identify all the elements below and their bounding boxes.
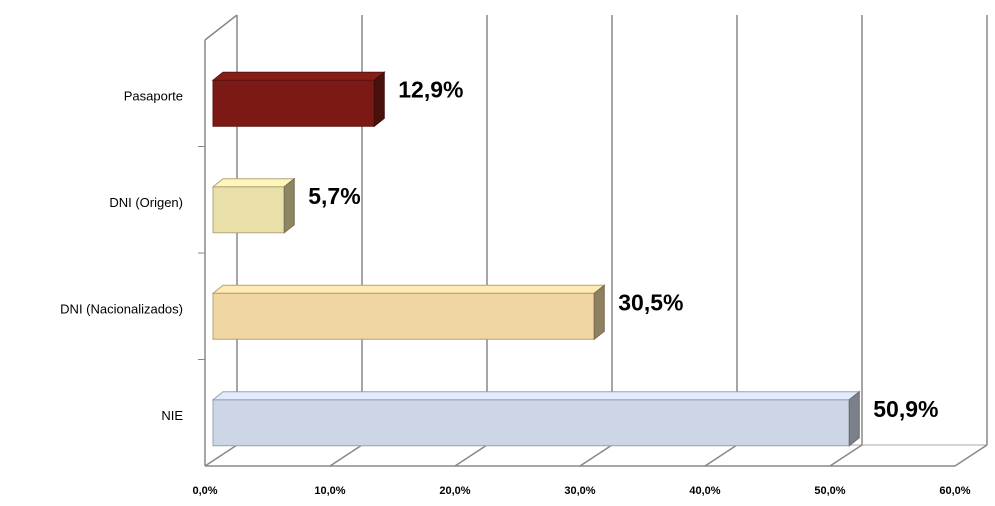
grid-line-floor xyxy=(204,444,238,467)
grid-line-floor xyxy=(579,444,613,467)
bar xyxy=(212,79,375,127)
left-wall-top xyxy=(204,14,238,41)
x-tick-label: 10,0% xyxy=(314,485,345,497)
bar-side xyxy=(593,284,605,341)
bar-side xyxy=(373,71,385,128)
value-label: 12,9% xyxy=(398,76,463,102)
bar-top xyxy=(211,178,296,188)
bar xyxy=(212,399,850,447)
value-label: 50,9% xyxy=(873,396,938,422)
bar-top xyxy=(211,71,386,81)
bar-top xyxy=(211,391,861,401)
x-tick-label: 60,0% xyxy=(939,485,970,497)
x-tick-label: 0,0% xyxy=(192,485,217,497)
x-tick-label: 20,0% xyxy=(439,485,470,497)
grid-line-floor xyxy=(954,444,988,467)
x-tick-label: 40,0% xyxy=(689,485,720,497)
value-label: 30,5% xyxy=(618,289,683,315)
grid-line-floor xyxy=(329,444,363,467)
y-tick-label: Pasaporte xyxy=(124,89,183,104)
y-tick-label: DNI (Origen) xyxy=(109,195,183,210)
bar xyxy=(212,292,595,340)
grid-line-floor xyxy=(829,444,863,467)
value-label: 5,7% xyxy=(308,183,360,209)
bar-top xyxy=(211,284,606,294)
y-tick-label: NIE xyxy=(161,408,183,423)
x-tick-label: 50,0% xyxy=(814,485,845,497)
x-tick-label: 30,0% xyxy=(564,485,595,497)
bar xyxy=(212,186,285,234)
bar-side xyxy=(283,177,295,234)
bar-side xyxy=(848,390,860,447)
grid-line-floor xyxy=(454,444,488,467)
grid-line-floor xyxy=(704,444,738,467)
y-tick-label: DNI (Nacionalizados) xyxy=(60,302,183,317)
